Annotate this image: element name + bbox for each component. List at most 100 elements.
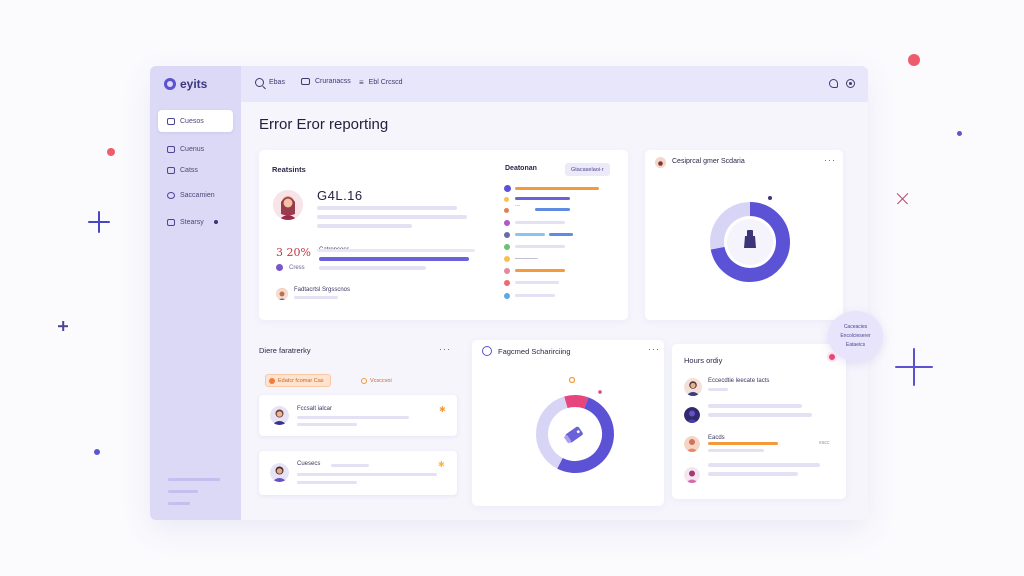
activity-row-title: Cuesecs: [297, 461, 321, 467]
donut-marker: [598, 390, 602, 394]
list-bar: [515, 233, 545, 236]
placeholder-line: [515, 221, 565, 224]
topbar-link[interactable]: ≡ Ebl Crcscd: [359, 78, 403, 87]
filter-chip-orange[interactable]: Edatcr fcomar Cas: [265, 374, 331, 387]
hours-row-title: Eccecdtie leecate tacts: [708, 378, 770, 384]
detail-title: Deatonan: [505, 165, 537, 172]
placeholder-line: [297, 481, 357, 484]
status-dot: [276, 264, 283, 271]
avatar[interactable]: [684, 436, 700, 452]
sidebar-item-label: Cuenus: [180, 145, 205, 153]
floating-badge-line2: Encolcieserer: [840, 333, 871, 339]
hours-bar: [708, 442, 778, 445]
donut-slice-secondary[interactable]: [710, 202, 751, 250]
donut-marker: [568, 376, 576, 384]
notifications-button[interactable]: [827, 77, 839, 89]
placeholder-line: [515, 245, 565, 248]
detail-chip[interactable]: Gtacaselaoi·r: [565, 163, 610, 176]
placeholder-line: [317, 215, 467, 219]
activity-row-title: Fccsalt ialcar: [297, 406, 333, 412]
search-icon: [255, 78, 264, 87]
topbar-link-label: Cruranacss: [315, 78, 351, 85]
donut-slice-accent[interactable]: [564, 395, 589, 409]
sidebar-item-label: Catss: [180, 166, 198, 174]
progress-bar: [319, 257, 469, 261]
chat-icon: [167, 166, 175, 174]
placeholder-line: [515, 281, 559, 284]
more-options-icon[interactable]: ···: [824, 155, 836, 165]
placeholder-line: [331, 464, 369, 467]
avatar[interactable]: [655, 157, 666, 168]
topbar-link[interactable]: Cruranacss: [301, 78, 351, 85]
folder-icon: [167, 117, 175, 125]
placeholder-line: [317, 224, 412, 228]
topbar-link-label: Ebl Crcscd: [368, 79, 403, 86]
sidebar: eyits Cuesos Cuenus Catss Saccamien Stea…: [150, 66, 241, 520]
donut-chart-top: [710, 196, 790, 282]
list-bar: [515, 187, 599, 190]
decor-dot-blue: [957, 131, 962, 136]
sidebar-item-catss[interactable]: Catss: [158, 160, 233, 180]
profile-button[interactable]: [844, 77, 856, 89]
summary-title: Reatsints: [272, 165, 306, 174]
placeholder-line: [708, 388, 728, 391]
summary-card: Reatsints G4L.16 3 20% Catrencess Cress …: [259, 150, 628, 320]
logo[interactable]: eyits: [164, 77, 207, 91]
list-bar: [515, 197, 570, 200]
placeholder-line: [708, 472, 798, 476]
more-options-icon[interactable]: ···: [648, 344, 660, 354]
globe-icon: [482, 346, 492, 356]
placeholder-line: [294, 296, 338, 299]
avatar[interactable]: [684, 407, 700, 423]
filter-chip-label: Vcsccvoi: [370, 377, 392, 384]
donut-slice-light[interactable]: [536, 396, 568, 469]
decor-dot-red: [908, 54, 920, 66]
table-icon: [167, 218, 175, 226]
avatar: [270, 463, 289, 482]
avatar[interactable]: [276, 288, 288, 300]
list-icon: [167, 145, 175, 153]
donut-slice-primary[interactable]: [557, 397, 614, 473]
sidebar-item-saccamien[interactable]: Saccamien: [158, 185, 233, 205]
logo-text: eyits: [180, 77, 208, 91]
sidebar-footer-line: [168, 502, 190, 505]
more-options-icon[interactable]: ···: [439, 344, 451, 354]
sidebar-item-label: Stearsy: [180, 218, 204, 226]
floating-badge[interactable]: Caceacies Encolcieserer Eataeics: [828, 311, 883, 361]
sidebar-item-label: Saccamien: [180, 191, 215, 199]
avatar[interactable]: [684, 378, 702, 396]
row-icon: [504, 232, 510, 238]
row-text: —————: [515, 256, 538, 261]
filter-chip-label: Edatcr fcomar Cas: [278, 377, 324, 384]
row-icon: [504, 208, 509, 213]
topbar-search[interactable]: Ebas: [255, 78, 285, 87]
activity-row[interactable]: Fccsalt ialcar ✱: [259, 395, 457, 436]
filter-chip-tag[interactable]: Vcsccvoi: [359, 374, 398, 387]
row-icon: [504, 280, 510, 286]
tag-icon: [564, 426, 583, 444]
activity-row[interactable]: Cuesecs ✱: [259, 451, 457, 495]
placeholder-line: [297, 473, 437, 476]
sidebar-item-stearsy[interactable]: Stearsy: [158, 212, 233, 232]
page-title: Error Eror reporting: [259, 116, 389, 133]
donut-slice-primary[interactable]: [710, 202, 790, 282]
donut-top-title: Cesiprcal gmer Scdaria: [672, 158, 745, 165]
bell-icon: [828, 78, 838, 88]
placeholder-line: [317, 249, 475, 252]
decor-dot-red: [107, 148, 115, 156]
circle-icon: [167, 191, 175, 199]
sidebar-item-cuenus[interactable]: Cuenus: [158, 139, 233, 159]
avatar[interactable]: [684, 467, 700, 483]
floating-badge-line1: Caceacies: [843, 324, 868, 330]
avatar[interactable]: [273, 190, 303, 220]
sparkle-icon: ✱: [439, 405, 446, 414]
row-icon: [504, 185, 511, 192]
placeholder-line: [708, 413, 812, 417]
row-icon: [504, 220, 510, 226]
logo-icon: [164, 78, 176, 90]
row-icon: [504, 197, 509, 202]
placeholder-line: [319, 266, 426, 270]
avatar: [270, 406, 289, 425]
sidebar-item-cuesos[interactable]: Cuesos: [158, 110, 233, 132]
decor-star-icon: [895, 348, 933, 386]
